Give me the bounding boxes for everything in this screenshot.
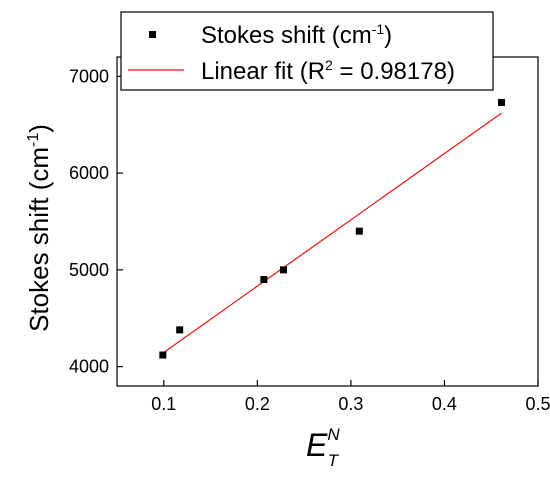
x-tick-label: 0.4: [432, 394, 457, 414]
y-axis-ticks: 4000 5000 6000 7000: [69, 66, 123, 377]
y-axis-label: Stokes shift (cm-1): [24, 124, 54, 332]
legend: Stokes shift (cm-1) Linear fit (R2 = 0.9…: [120, 11, 494, 91]
data-point: [260, 276, 268, 284]
data-points-layer: [159, 98, 506, 359]
x-axis-label: EN T: [306, 425, 340, 470]
data-point: [355, 227, 363, 235]
x-tick-label: 0.2: [245, 394, 270, 414]
y-tick-label: 5000: [69, 260, 109, 280]
fit-line-layer: [162, 112, 502, 354]
y-tick-label: 7000: [69, 66, 109, 86]
x-tick-label: 0.5: [525, 394, 550, 414]
data-point: [498, 98, 506, 106]
y-tick-label: 4000: [69, 357, 109, 377]
legend-label-stokes-shift: Stokes shift (cm-1): [201, 21, 392, 49]
linear-fit-line: [162, 112, 502, 354]
legend-box: [120, 11, 494, 91]
legend-marker-square: [149, 31, 156, 38]
data-point: [280, 266, 288, 274]
data-point: [176, 326, 184, 334]
y-tick-label: 6000: [69, 163, 109, 183]
x-tick-label: 0.3: [338, 394, 363, 414]
x-axis-ticks: 0.1 0.2 0.3 0.4 0.5: [151, 380, 550, 414]
legend-label-linear-fit: Linear fit (R2 = 0.98178): [201, 57, 455, 85]
plot-frame: [116, 56, 539, 387]
x-tick-label: 0.1: [151, 394, 176, 414]
data-point: [159, 351, 167, 359]
